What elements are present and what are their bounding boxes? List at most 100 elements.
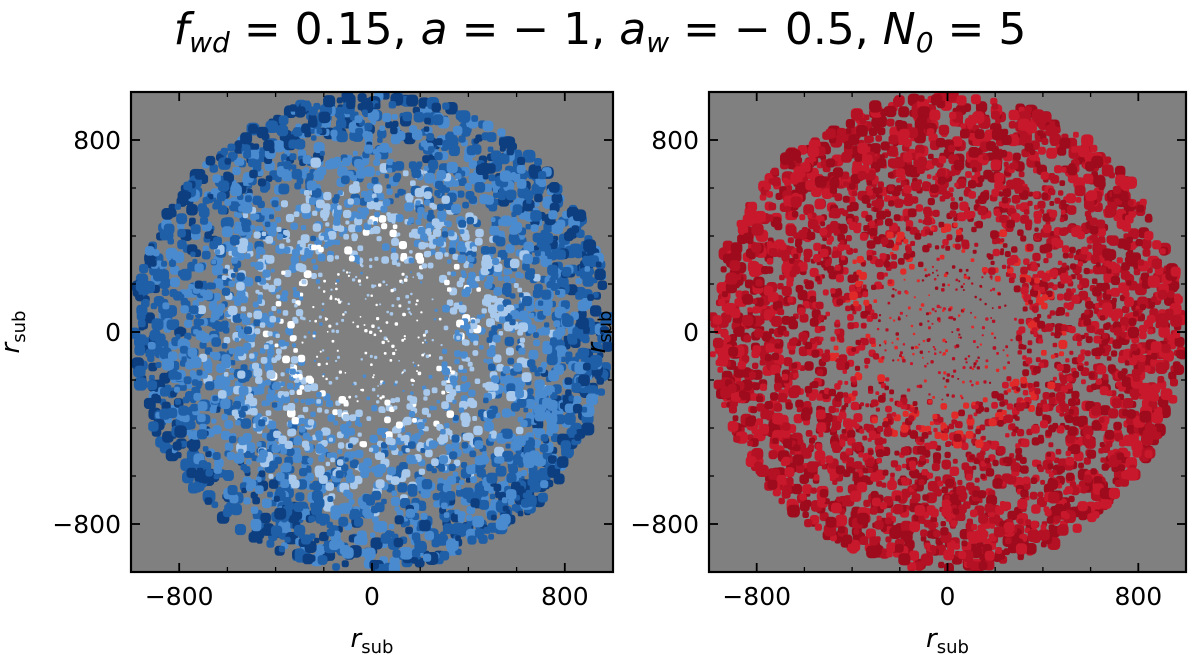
heatmap-cell (438, 491, 447, 499)
heatmap-cell (602, 341, 613, 352)
heatmap-cell (334, 297, 337, 301)
heatmap-cell (337, 205, 342, 210)
heatmap-cell (603, 312, 613, 322)
heatmap-cell (1050, 332, 1055, 336)
heatmap-cell (338, 503, 350, 514)
heatmap-cell (1006, 179, 1016, 190)
heatmap-cell (327, 255, 334, 262)
heatmap-cell (416, 370, 418, 372)
heatmap-cell (228, 374, 235, 380)
heatmap-cell (212, 452, 221, 460)
heatmap-cell (565, 389, 572, 396)
heatmap-cell (428, 354, 431, 357)
heatmap-cell (149, 374, 155, 381)
heatmap-cell (272, 140, 285, 153)
heatmap-cell (372, 226, 381, 234)
heatmap-cell (447, 430, 453, 436)
heatmap-cell (876, 271, 885, 280)
heatmap-cell (172, 251, 185, 263)
heatmap-cell (211, 337, 221, 347)
heatmap-cell (957, 314, 961, 317)
heatmap-cell (385, 283, 388, 286)
heatmap-cell (278, 183, 290, 195)
heatmap-cell (482, 120, 494, 132)
heatmap-cell (378, 283, 382, 287)
heatmap-cell (152, 249, 160, 257)
heatmap-cell (516, 398, 527, 408)
heatmap-cell (538, 179, 547, 187)
heatmap-cell (446, 131, 454, 139)
heatmap-cell (408, 441, 416, 449)
heatmap-cell (582, 362, 591, 371)
heatmap-cell (329, 233, 334, 239)
heatmap-cell (202, 290, 213, 301)
heatmap-cell (391, 114, 398, 120)
heatmap-cell (384, 428, 389, 433)
heatmap-cell (236, 272, 245, 281)
heatmap-cell (307, 377, 314, 384)
heatmap-cell (417, 442, 424, 448)
heatmap-cell (145, 348, 155, 358)
heatmap-cell (392, 549, 401, 558)
heatmap-cell (400, 547, 413, 560)
heatmap-cell (280, 372, 285, 377)
heatmap-cell (188, 284, 194, 290)
heatmap-cell (212, 174, 221, 183)
heatmap-cell (539, 444, 549, 453)
heatmap-cell (486, 318, 495, 328)
heatmap-cell (389, 229, 397, 237)
heatmap-cell (393, 537, 404, 548)
heatmap-cell (539, 251, 545, 257)
heatmap-cell (323, 95, 336, 108)
heatmap-cell (344, 372, 347, 374)
heatmap-cell (434, 152, 443, 161)
heatmap-cell (403, 369, 406, 372)
heatmap-cell (442, 523, 454, 535)
heatmap-cell (283, 405, 289, 411)
heatmap-cell (532, 470, 544, 482)
heatmap-cell (387, 340, 390, 343)
heatmap-cell (359, 441, 365, 447)
heatmap-cell (284, 269, 292, 278)
title-equation: = − 0.5, (669, 4, 883, 55)
heatmap-cell (571, 382, 582, 393)
heatmap-cell (250, 519, 262, 530)
heatmap-cell (170, 277, 180, 288)
heatmap-cell (462, 201, 469, 209)
heatmap-cell (383, 352, 387, 355)
heatmap-cell (1040, 479, 1045, 485)
heatmap-cell (497, 304, 504, 312)
heatmap-cell (224, 442, 234, 451)
heatmap-cell (371, 284, 375, 289)
y-tick-label: 0 (105, 318, 121, 347)
heatmap-cell (211, 501, 219, 509)
heatmap-cells (709, 92, 1186, 572)
heatmap-cell (209, 406, 217, 414)
heatmap-cell (360, 469, 369, 478)
heatmap-cell (955, 278, 959, 282)
heatmap-cell (396, 262, 401, 267)
heatmap-cell (444, 376, 449, 381)
heatmap-cell (356, 530, 367, 541)
heatmap-cell (275, 175, 282, 183)
heatmap-cell (492, 334, 501, 343)
heatmap-cell (265, 410, 272, 416)
heatmap-cell (375, 170, 381, 176)
heatmap-cell (167, 238, 174, 245)
heatmap-cell (465, 477, 471, 483)
heatmap-cell (349, 451, 357, 458)
heatmap-cell (411, 168, 422, 179)
heatmap-cell (313, 359, 317, 362)
heatmap-cell (431, 218, 440, 227)
heatmap-cell (573, 211, 584, 222)
heatmap-cell (177, 190, 189, 202)
heatmap-cell (226, 451, 235, 460)
heatmap-cell (492, 187, 499, 193)
heatmap-cell (221, 320, 229, 328)
heatmap-cell (389, 312, 394, 316)
heatmap-cell (266, 539, 275, 548)
heatmap-cell (468, 271, 476, 280)
heatmap-cell (354, 115, 363, 123)
heatmap-cell (251, 455, 258, 462)
heatmap-cell (505, 347, 514, 356)
